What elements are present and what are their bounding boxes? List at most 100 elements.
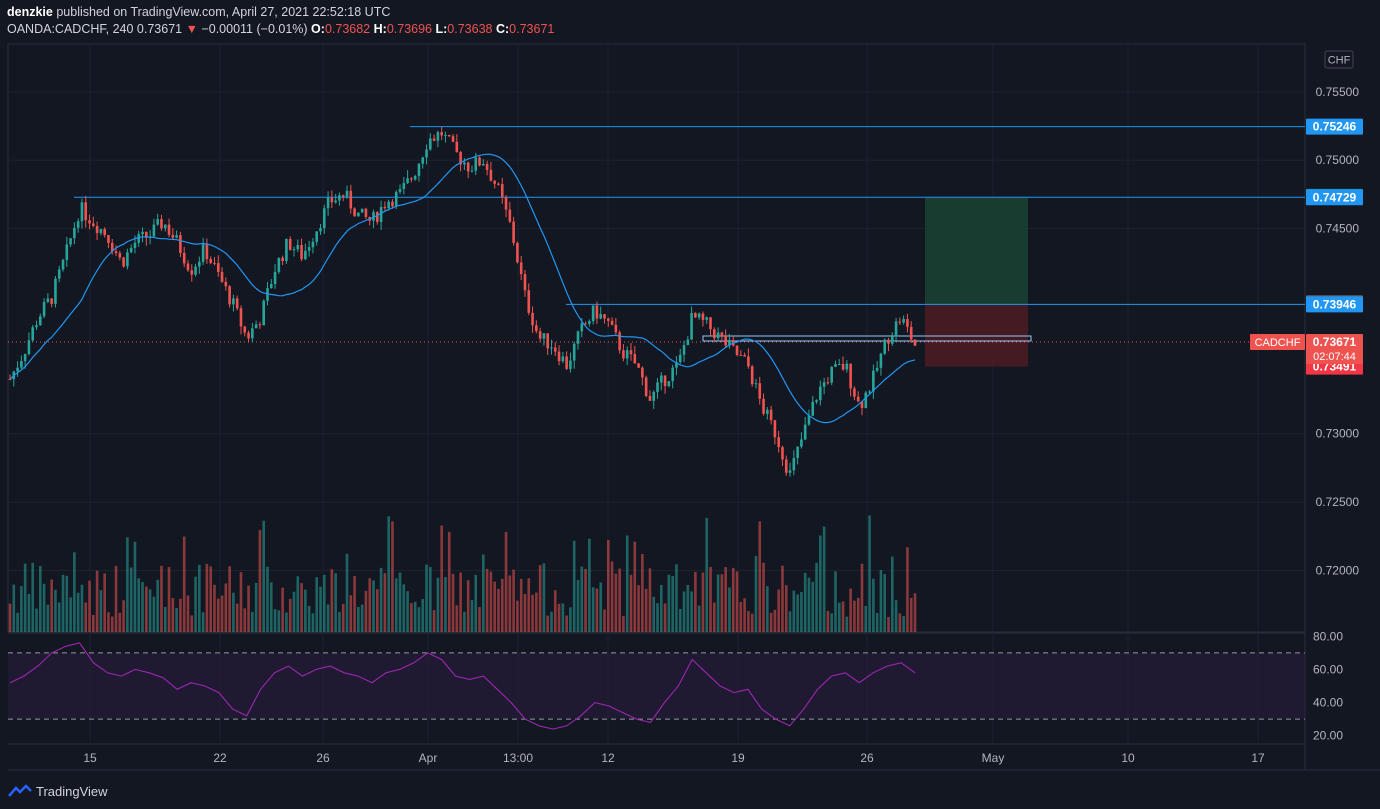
candle-body bbox=[614, 324, 618, 333]
tradingview-brand[interactable]: TradingView bbox=[8, 781, 108, 801]
down-arrow-icon: ▼ bbox=[185, 22, 198, 36]
candle-body bbox=[205, 244, 209, 260]
volume-bar bbox=[110, 616, 114, 632]
volume-bar bbox=[23, 563, 27, 632]
candle-body bbox=[913, 339, 917, 346]
open-value: 0.73682 bbox=[324, 22, 371, 36]
candle-body bbox=[713, 329, 716, 339]
volume-bar bbox=[228, 566, 231, 632]
candle-body bbox=[500, 184, 504, 198]
volume-bar bbox=[137, 578, 141, 632]
volume-bar bbox=[572, 540, 576, 632]
volume-bar bbox=[243, 608, 247, 632]
volume-bar bbox=[629, 574, 633, 632]
volume-bar bbox=[690, 591, 693, 632]
author-name[interactable]: denzkie bbox=[7, 5, 53, 19]
take-profit-zone bbox=[925, 196, 1028, 305]
volume-bar bbox=[322, 574, 326, 632]
candle-body bbox=[489, 169, 493, 181]
volume-bar bbox=[466, 580, 470, 632]
candle-body bbox=[99, 229, 103, 234]
candle-body bbox=[542, 333, 546, 339]
volume-bar bbox=[262, 520, 266, 632]
candle-body bbox=[141, 231, 144, 235]
symbol-label[interactable]: OANDA:CADCHF, 240 bbox=[7, 22, 134, 36]
candle-body bbox=[819, 386, 822, 401]
volume-bar bbox=[580, 566, 584, 632]
x-tick-label: 13:00 bbox=[503, 751, 533, 765]
candle-body bbox=[788, 470, 792, 473]
volume-bar bbox=[296, 576, 300, 632]
volume-bar bbox=[796, 594, 799, 632]
candle-body bbox=[561, 356, 565, 362]
volume-bar bbox=[606, 539, 610, 632]
volume-bar bbox=[553, 590, 557, 632]
volume-bar bbox=[330, 569, 334, 632]
candle-body bbox=[455, 141, 459, 152]
candle-body bbox=[402, 183, 406, 189]
volume-bar bbox=[750, 613, 754, 632]
volume-bar bbox=[762, 562, 765, 632]
candle-body bbox=[845, 363, 849, 370]
y-tick-label: 0.74500 bbox=[1316, 222, 1360, 236]
volume-bar bbox=[584, 568, 587, 632]
candle-body bbox=[531, 312, 534, 326]
candle-body bbox=[73, 227, 76, 239]
volume-bar bbox=[625, 535, 629, 632]
candle-body bbox=[432, 138, 436, 141]
candle-body bbox=[152, 224, 156, 237]
volume-bar bbox=[841, 601, 845, 632]
volume-bar bbox=[99, 590, 103, 632]
volume-bar bbox=[31, 562, 35, 632]
volume-bar bbox=[644, 588, 648, 632]
volume-bar bbox=[425, 564, 428, 632]
volume-bar bbox=[678, 608, 682, 632]
volume-bar bbox=[906, 547, 909, 632]
candle-body bbox=[735, 345, 739, 355]
candle-body bbox=[391, 201, 394, 207]
candle-body bbox=[686, 339, 690, 346]
volume-bar bbox=[163, 606, 167, 632]
symbol-tag-text: CADCHF bbox=[1255, 337, 1301, 349]
volume-bar bbox=[429, 566, 432, 632]
last-price: 0.73671 bbox=[136, 22, 183, 36]
countdown-text: 02:07:44 bbox=[1313, 351, 1356, 363]
volume-bar bbox=[152, 596, 156, 632]
volume-bar bbox=[667, 574, 671, 632]
candle-body bbox=[644, 377, 648, 396]
price-chart[interactable]: 0.75500 0.75000 0.74500 0.73000 0.72500 0.720… bbox=[0, 0, 1380, 778]
volume-bar bbox=[300, 583, 303, 632]
candle-body bbox=[88, 220, 91, 224]
candle-body bbox=[277, 257, 281, 272]
x-tick-label: May bbox=[982, 751, 1005, 765]
volume-bar bbox=[671, 575, 674, 632]
candle-body bbox=[853, 388, 856, 397]
candle-body bbox=[376, 212, 379, 222]
volume-bar bbox=[372, 580, 375, 632]
volume-bar bbox=[781, 565, 784, 632]
volume-bar bbox=[357, 606, 360, 632]
volume-bar bbox=[383, 573, 387, 632]
volume-bar bbox=[811, 581, 815, 632]
volume-bar bbox=[76, 592, 80, 632]
volume-bar bbox=[675, 564, 678, 632]
y-tick-label: 0.75000 bbox=[1316, 153, 1360, 167]
candle-body bbox=[868, 391, 871, 393]
volume-bar bbox=[595, 588, 599, 632]
candle-body bbox=[304, 250, 307, 260]
volume-bar bbox=[413, 601, 417, 632]
open-label: O: bbox=[311, 22, 325, 36]
volume-bar bbox=[345, 553, 349, 632]
candle-body bbox=[701, 313, 705, 320]
volume-bar bbox=[659, 585, 663, 632]
volume-bar bbox=[542, 563, 546, 632]
volume-bar bbox=[12, 584, 16, 632]
candle-body bbox=[322, 208, 326, 229]
x-tick-label: 26 bbox=[860, 751, 874, 765]
candle-body bbox=[716, 332, 720, 339]
candle-body bbox=[739, 354, 743, 356]
candle-body bbox=[84, 202, 88, 221]
stop-loss-zone bbox=[925, 304, 1028, 367]
candle-body bbox=[595, 305, 599, 319]
candle-body bbox=[690, 313, 693, 340]
